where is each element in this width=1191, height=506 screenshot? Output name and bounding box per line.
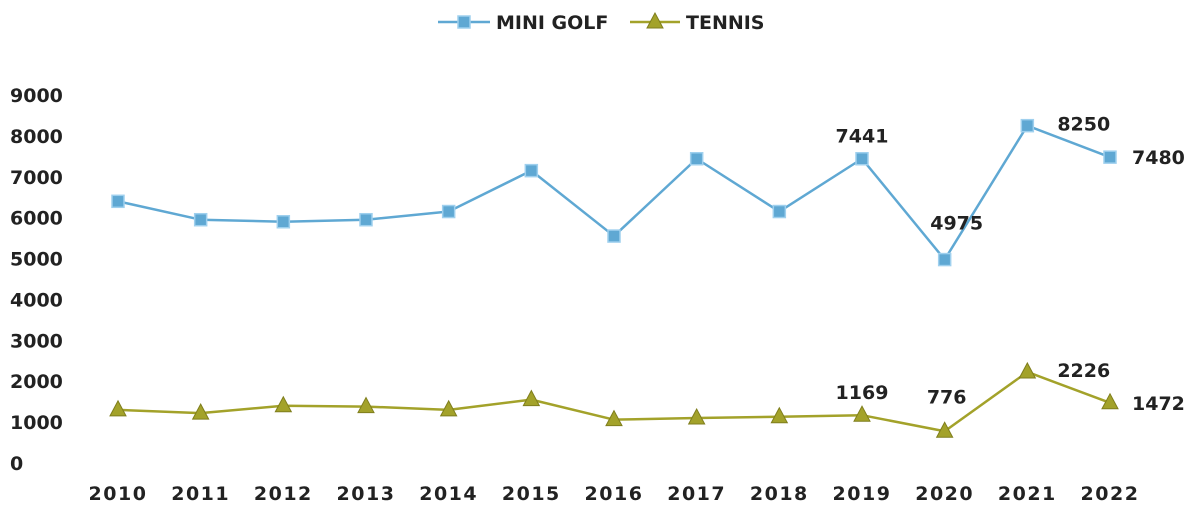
x-tick-label: 2013: [337, 483, 396, 505]
tennis-data-label: 2226: [1057, 360, 1110, 382]
tennis-data-label: 1472: [1132, 393, 1185, 415]
x-tick-label: 2020: [915, 483, 974, 505]
tennis-legend-label: TENNIS: [686, 12, 765, 34]
tennis-point: [605, 409, 623, 427]
x-tick-label: 2011: [171, 483, 230, 505]
mini-golf-point: [772, 204, 787, 219]
tennis-data-label: 776: [927, 386, 967, 408]
tennis-point: [357, 396, 375, 414]
tennis-point: [687, 407, 706, 425]
x-tick-label: 2015: [502, 483, 561, 505]
y-tick-label: 1000: [10, 412, 63, 434]
mini-golf-point: [441, 204, 456, 219]
x-tick-label: 2021: [998, 483, 1057, 505]
tennis-point: [853, 405, 871, 422]
y-tick-label: 4000: [10, 289, 63, 311]
y-tick-label: 6000: [10, 208, 63, 230]
mini-golf-point: [276, 215, 291, 229]
x-tick-label: 2022: [1081, 483, 1140, 505]
y-tick-label: 7000: [10, 167, 63, 189]
mini-golf-point: [607, 229, 621, 243]
tennis-point: [1018, 361, 1037, 379]
mini-golf-point: [855, 151, 869, 166]
tennis-point: [191, 403, 210, 420]
x-tick-label: 2010: [89, 483, 148, 505]
mini-golf-data-label: 7480: [1132, 147, 1185, 169]
mini-golf-data-label: 8250: [1057, 114, 1110, 136]
tennis-point: [109, 399, 127, 417]
mini-golf-point: [193, 212, 208, 227]
series-layer: [109, 118, 1119, 438]
mini-golf-point: [524, 163, 539, 178]
y-tick-label: 3000: [10, 330, 63, 352]
y-tick-label: 0: [10, 453, 23, 475]
mini-golf-data-label: 7441: [836, 126, 889, 148]
x-tick-label: 2018: [750, 483, 809, 505]
y-tick-label: 5000: [10, 249, 63, 271]
y-axis: 0 1000 2000 3000 4000 5000 6000 7000 8000 9000: [10, 85, 63, 475]
mini-golf-point: [359, 212, 373, 227]
data-labels: 7441 4975 8250 7480 1169 776 2226 1472: [836, 114, 1185, 415]
mini-golf-point: [111, 194, 125, 209]
y-tick-label: 9000: [10, 85, 63, 107]
tennis-point: [274, 395, 293, 413]
tennis-data-label: 1169: [836, 382, 889, 404]
x-tick-label: 2014: [419, 483, 478, 505]
mini-golf-point: [689, 151, 704, 166]
tennis-point: [935, 421, 954, 438]
x-tick-label: 2017: [667, 483, 726, 505]
mini-golf-point: [1020, 118, 1035, 133]
x-tick-label: 2019: [833, 483, 892, 505]
tennis-point: [439, 399, 458, 417]
y-tick-label: 2000: [10, 371, 63, 393]
mini-golf-data-label: 4975: [930, 213, 983, 235]
x-tick-label: 2012: [254, 483, 313, 505]
tennis-legend-marker: [646, 11, 664, 29]
x-tick-label: 2016: [585, 483, 644, 505]
tennis-point: [770, 406, 789, 424]
x-axis: 2010 2011 2012 2013 2014 2015 2016 2017 2018 2019…: [89, 483, 1140, 505]
mini-golf-legend-label: MINI GOLF: [496, 12, 608, 34]
tennis-point: [522, 389, 541, 407]
mini-golf-point: [1103, 150, 1117, 164]
tennis-point: [1101, 392, 1119, 410]
mini-golf-legend-marker: [457, 15, 471, 29]
mini-golf-point: [937, 252, 952, 267]
y-tick-label: 8000: [10, 126, 63, 148]
legend: MINI GOLF TENNIS: [438, 11, 765, 34]
